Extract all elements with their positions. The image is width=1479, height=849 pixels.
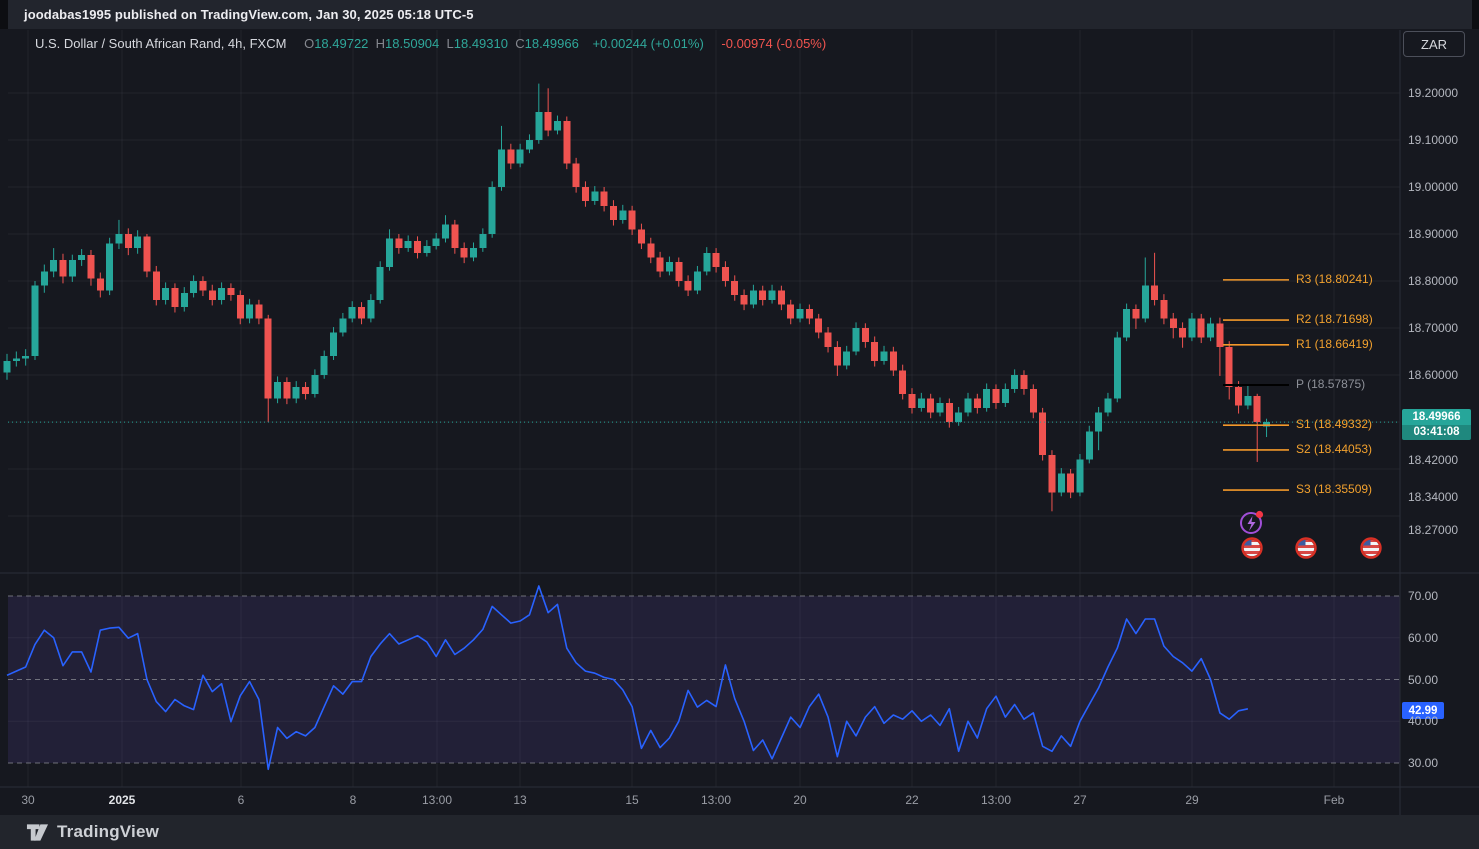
price-axis-label: 19.00000 bbox=[1408, 180, 1459, 194]
pivot-label-s1: S1 (18.49332) bbox=[1296, 417, 1373, 432]
attribution-bar: joodabas1995 published on TradingView.co… bbox=[8, 0, 1472, 29]
current-price-value: 18.49966 bbox=[1412, 411, 1461, 423]
price-axis-label: 18.42000 bbox=[1408, 452, 1459, 467]
ohlc-high-label: H bbox=[375, 36, 386, 51]
pivot-label-s2: S2 (18.44053) bbox=[1296, 441, 1373, 456]
rsi-axis-label: 60.00 bbox=[1408, 630, 1439, 645]
ohlc-close-label: C bbox=[515, 36, 525, 51]
pivot-label-r2: R2 (18.71698) bbox=[1296, 312, 1373, 327]
rsi-axis-label: 40.00 bbox=[1408, 714, 1439, 729]
ohlc-high-value: 18.50904 bbox=[385, 36, 440, 51]
rsi-axis-label: 70.00 bbox=[1408, 589, 1439, 603]
price-axis-label: 19.10000 bbox=[1408, 133, 1459, 147]
currency-unit-button[interactable]: ZAR bbox=[1403, 31, 1465, 57]
price-axis-label: 18.80000 bbox=[1408, 274, 1459, 288]
time-axis-label: 13:00 bbox=[700, 793, 732, 807]
time-axis-label: 30 bbox=[21, 793, 35, 807]
price-axis-label: 18.34000 bbox=[1408, 490, 1459, 505]
pivot-label-r1: R1 (18.66419) bbox=[1296, 336, 1373, 351]
attribution-text: joodabas1995 published on TradingView.co… bbox=[24, 7, 474, 22]
time-axis-label: 15 bbox=[625, 793, 639, 807]
bar-change-value: +0.00244 (+0.01%) bbox=[592, 36, 704, 51]
chart-background bbox=[0, 29, 1479, 815]
time-axis-label: 13:00 bbox=[980, 793, 1012, 807]
time-axis-label: 27 bbox=[1073, 793, 1087, 807]
pivot-label-p: P (18.57875) bbox=[1296, 376, 1366, 391]
tradingview-logo[interactable] bbox=[26, 821, 49, 843]
price-axis-label: 18.90000 bbox=[1408, 227, 1459, 241]
time-axis-label: Feb bbox=[1323, 793, 1345, 807]
price-axis-label: 18.70000 bbox=[1408, 321, 1459, 335]
rsi-value-badge: 42.99 bbox=[1402, 702, 1444, 719]
time-axis-label: 20 bbox=[793, 793, 807, 807]
time-axis-label: 22 bbox=[905, 793, 919, 807]
time-axis-label: 29 bbox=[1185, 793, 1199, 807]
rsi-axis-label: 30.00 bbox=[1408, 756, 1439, 770]
symbol-legend[interactable]: U.S. Dollar / South African Rand, 4h, FX… bbox=[35, 36, 826, 51]
session-change-value: -0.00974 (-0.05%) bbox=[721, 36, 827, 51]
time-axis-label: 13:00 bbox=[421, 793, 453, 807]
price-axis-label: 19.20000 bbox=[1408, 86, 1459, 100]
ohlc-low-label: L bbox=[446, 36, 454, 51]
footer-bar: TradingView bbox=[0, 815, 1479, 849]
ohlc-open-value: 18.49722 bbox=[314, 36, 369, 51]
ohlc-close-value: 18.49966 bbox=[524, 36, 579, 51]
current-price-badge: 18.49966 03:41:08 bbox=[1402, 409, 1471, 440]
pivot-label-r3: R3 (18.80241) bbox=[1296, 271, 1373, 286]
time-axis-label: 8 bbox=[349, 793, 357, 807]
price-axis-label: 18.60000 bbox=[1408, 368, 1459, 382]
time-axis-label: 2025 bbox=[108, 793, 136, 807]
ohlc-low-value: 18.49310 bbox=[453, 36, 508, 51]
time-axis-label: 13 bbox=[513, 793, 527, 807]
tradingview-brand-text[interactable]: TradingView bbox=[57, 822, 160, 841]
symbol-title[interactable]: U.S. Dollar / South African Rand, 4h, FX… bbox=[35, 36, 287, 51]
price-axis-label: 18.27000 bbox=[1408, 523, 1459, 538]
bar-countdown: 03:41:08 bbox=[1402, 425, 1471, 440]
pivot-label-s3: S3 (18.35509) bbox=[1296, 482, 1373, 497]
time-axis-label: 6 bbox=[237, 793, 245, 807]
rsi-axis-label: 50.00 bbox=[1408, 672, 1439, 687]
ohlc-open-label: O bbox=[304, 36, 315, 51]
